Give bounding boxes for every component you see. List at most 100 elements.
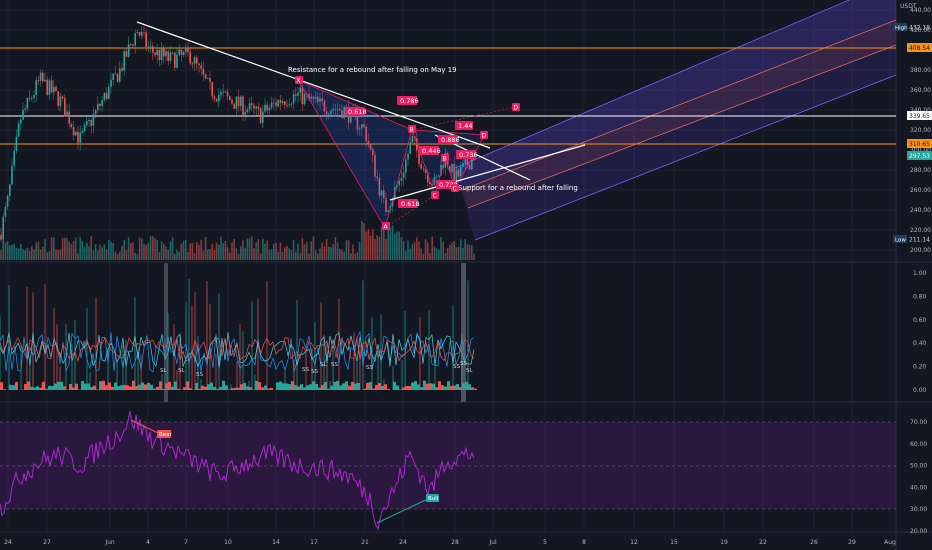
rsi-tick: 20.00 [910,528,927,535]
oscillator-pane[interactable] [0,278,477,390]
point-d-label-1: D [514,105,519,112]
price-tick: 220.00 [910,227,931,234]
pitchfork-channel[interactable] [454,0,897,241]
currency-label: USDT [900,3,917,10]
rsi-tick: 40.00 [910,484,927,491]
level-value-339: 339.65 [909,113,930,120]
level-value-310: 310.65 [909,141,930,148]
support-annotation: Support for a rebound after falling [458,184,578,192]
time-axis[interactable]: 24 27 Jun 4 7 10 14 17 21 24 28 Jul 5 8 12 15 19 22 26 29 Au… [4,539,896,546]
rsi-axis[interactable]: 70.00 60.00 50.00 40.00 30.00 20.00 [910,419,927,535]
time-tick: 29 [848,539,856,546]
point-b-label-1: B [410,127,414,134]
time-tick: 24 [399,539,407,546]
uptrend-support-line[interactable] [389,144,586,201]
svg-text:High: High [895,26,908,32]
price-tick: 380.00 [910,67,931,74]
osc-tick: 0.20 [913,364,927,371]
rsi-line[interactable] [0,411,475,531]
time-tick: 5 [543,539,547,546]
price-tick: 280.00 [910,167,931,174]
high-badge: High 432.18 [893,23,930,32]
price-tick: 340.00 [910,107,931,114]
time-tick: Aug [884,539,896,546]
time-tick: 12 [630,539,638,546]
time-tick: 24 [4,539,12,546]
time-tick: 21 [361,539,369,546]
fib-0618-bottom-label: 0.618 [401,200,420,208]
time-tick: 27 [43,539,51,546]
fib-0730-label: 0.730 [439,181,458,189]
time-tick: 14 [272,539,280,546]
osc-tick: 0.60 [913,317,927,324]
price-tick: 200.00 [910,247,931,254]
point-x-label: X [297,78,301,85]
time-tick: Jun [104,539,115,546]
svg-text:SS: SS [460,361,467,367]
fib-0886-label: 0.886 [441,136,460,144]
svg-text:SS: SS [453,364,460,370]
svg-text:SS: SS [311,369,318,375]
time-tick: 10 [224,539,232,546]
rsi-tick: 30.00 [910,506,927,513]
rsi-band [0,422,896,509]
svg-text:SS: SS [302,367,309,373]
time-tick: 26 [810,539,818,546]
fib-0736-label: 0.736 [459,151,478,159]
price-tick: 360.00 [910,87,931,94]
level-badge-408 [907,43,932,52]
osc-tick: 0.00 [913,387,927,394]
price-tick: 260.00 [910,187,931,194]
svg-text:SS: SS [331,362,338,368]
price-tick: 440.00 [910,7,931,14]
osc-tick: 1.00 [913,270,927,277]
point-b-label-2: B [443,156,447,163]
price-tick: 240.00 [910,207,931,214]
time-tick: 19 [720,539,728,546]
high-value: 432.18 [909,25,930,32]
svg-text:SL: SL [160,368,167,374]
time-tick: 4 [146,539,150,546]
level-value-408: 408.54 [909,45,930,52]
time-tick: Jul [488,539,497,546]
resistance-annotation: Resistance for a rebound after falling o… [288,66,457,74]
svg-text:SS: SS [196,372,203,378]
point-a-label: A [384,224,389,231]
osc-marker-right [461,263,466,402]
price-tick: 300.00 [910,147,931,154]
time-tick: 8 [582,539,586,546]
bear-badge [157,430,171,438]
bull-badge [426,494,439,502]
low-value: 211.14 [909,237,930,244]
time-tick: 22 [759,539,767,546]
osc-marker-left [164,263,168,402]
fib-144-label: 1.44 [458,122,472,130]
svg-text:SL: SL [178,368,185,374]
fib-0786-label: 0.786 [400,97,419,105]
bear-label: Bear [159,432,173,438]
chart-grid [0,0,896,532]
point-d-label-2: D [482,133,487,140]
bull-label: Bull [428,496,439,502]
osc-axis[interactable]: 1.00 0.80 0.60 0.40 0.20 0.00 [913,270,927,394]
low-badge: Low 211.14 [893,235,930,244]
osc-tick: 0.80 [913,293,927,300]
time-tick: 28 [451,539,459,546]
volume-bars [0,221,475,260]
rsi-tick: 50.00 [910,463,927,470]
time-tick: 15 [670,539,678,546]
osc-signal-labels: SL SL SS SS SS SL SS SS SS SS SL [160,361,473,378]
svg-text:SL: SL [320,362,327,368]
harmonic-labels: 0.786 0.618 0.618 1.44 0.886 0.446 0.736… [295,76,520,231]
time-tick: 7 [184,539,188,546]
level-badge-310 [907,139,932,148]
svg-text:SL: SL [466,368,473,374]
price-tick: 320.00 [910,127,931,134]
current-price-badge [907,151,932,160]
downtrend-line[interactable] [136,21,491,149]
candlestick-series[interactable] [0,25,475,243]
svg-text:Low: Low [895,238,906,244]
level-badge-339 [907,111,932,120]
svg-text:SS: SS [366,365,373,371]
